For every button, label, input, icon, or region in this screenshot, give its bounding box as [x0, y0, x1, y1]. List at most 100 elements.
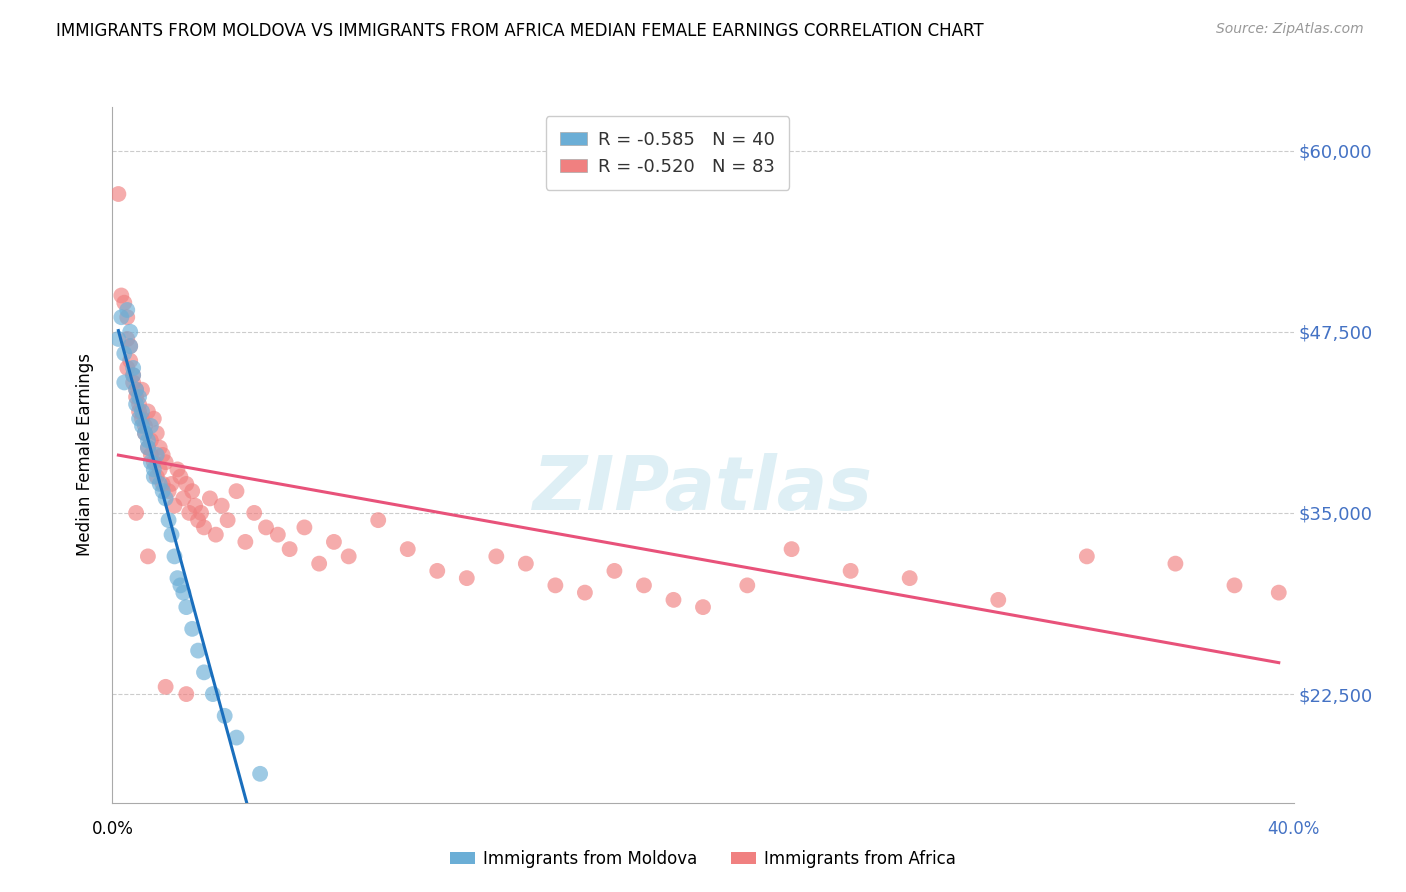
Point: [155, 491, 177, 506]
Point: [112, 376, 135, 390]
Point: [1164, 557, 1187, 571]
Point: [146, 469, 169, 483]
Point: [136, 441, 159, 455]
Point: [172, 491, 194, 506]
Point: [136, 441, 159, 455]
Point: [267, 527, 290, 541]
Point: [149, 441, 172, 455]
Point: [134, 419, 156, 434]
Point: [1076, 549, 1098, 564]
Point: [184, 499, 207, 513]
Point: [166, 571, 188, 585]
Point: [198, 491, 221, 506]
Point: [139, 455, 162, 469]
Point: [149, 462, 172, 476]
Point: [544, 578, 567, 592]
Point: [225, 484, 247, 499]
Point: [134, 426, 156, 441]
Point: [155, 680, 177, 694]
Point: [107, 332, 129, 346]
Point: [128, 411, 150, 425]
Point: [112, 346, 135, 360]
Point: [122, 368, 145, 383]
Point: [633, 578, 655, 592]
Point: [131, 419, 153, 434]
Point: [780, 542, 803, 557]
Text: 0.0%: 0.0%: [91, 820, 134, 838]
Point: [136, 404, 159, 418]
Point: [163, 499, 186, 513]
Point: [172, 585, 194, 599]
Point: [142, 455, 165, 469]
Text: ZIPatlas: ZIPatlas: [533, 453, 873, 526]
Point: [169, 578, 191, 592]
Point: [128, 390, 150, 404]
Point: [117, 303, 138, 318]
Point: [117, 361, 138, 376]
Point: [292, 520, 315, 534]
Point: [125, 397, 148, 411]
Point: [839, 564, 862, 578]
Point: [174, 687, 197, 701]
Point: [139, 448, 162, 462]
Point: [136, 549, 159, 564]
Point: [174, 477, 197, 491]
Point: [205, 527, 228, 541]
Point: [152, 448, 174, 462]
Y-axis label: Median Female Earnings: Median Female Earnings: [76, 353, 94, 557]
Point: [122, 361, 145, 376]
Point: [211, 499, 233, 513]
Point: [166, 462, 188, 476]
Point: [456, 571, 478, 585]
Point: [214, 708, 236, 723]
Point: [426, 564, 449, 578]
Point: [243, 506, 266, 520]
Point: [128, 404, 150, 418]
Point: [169, 469, 191, 483]
Point: [134, 426, 156, 441]
Point: [157, 484, 180, 499]
Point: [139, 419, 162, 434]
Point: [193, 665, 215, 680]
Point: [120, 339, 142, 353]
Point: [120, 325, 142, 339]
Point: [131, 383, 153, 397]
Point: [128, 397, 150, 411]
Point: [131, 404, 153, 418]
Point: [485, 549, 508, 564]
Point: [117, 332, 138, 346]
Point: [149, 477, 172, 491]
Point: [1268, 585, 1291, 599]
Point: [225, 731, 247, 745]
Point: [278, 542, 301, 557]
Point: [181, 484, 204, 499]
Point: [179, 506, 201, 520]
Point: [1223, 578, 1246, 592]
Point: [120, 339, 142, 353]
Point: [190, 506, 212, 520]
Point: [193, 520, 215, 534]
Text: 40.0%: 40.0%: [1267, 820, 1320, 838]
Point: [110, 310, 132, 325]
Point: [662, 593, 685, 607]
Point: [155, 455, 177, 469]
Point: [139, 434, 162, 448]
Point: [112, 295, 135, 310]
Point: [136, 434, 159, 448]
Text: Source: ZipAtlas.com: Source: ZipAtlas.com: [1216, 22, 1364, 37]
Point: [117, 310, 138, 325]
Point: [254, 520, 277, 534]
Point: [142, 469, 165, 483]
Point: [146, 448, 169, 462]
Point: [152, 484, 174, 499]
Point: [249, 767, 271, 781]
Legend: R = -0.585   N = 40, R = -0.520   N = 83: R = -0.585 N = 40, R = -0.520 N = 83: [546, 116, 789, 190]
Point: [120, 353, 142, 368]
Point: [396, 542, 419, 557]
Point: [898, 571, 921, 585]
Point: [174, 600, 197, 615]
Point: [163, 549, 186, 564]
Point: [323, 535, 346, 549]
Point: [125, 506, 148, 520]
Point: [131, 411, 153, 425]
